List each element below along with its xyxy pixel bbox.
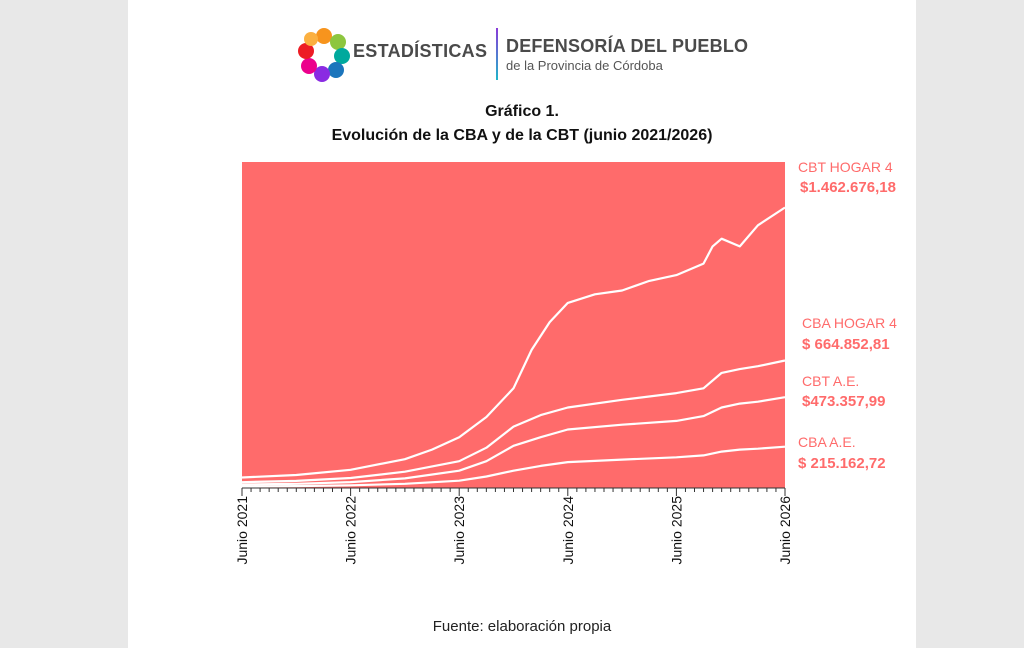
series-value-label: $1.462.676,18 <box>800 179 896 196</box>
series-value-label: $ 664.852,81 <box>802 336 890 353</box>
x-tick-label: Junio 2024 <box>560 496 576 565</box>
brand-divider <box>496 28 498 80</box>
series-name-label: CBA A.E. <box>798 434 856 450</box>
brand-organization-subtitle: de la Provincia de Córdoba <box>506 58 663 73</box>
x-tick-label: Junio 2026 <box>777 496 793 565</box>
series-name-label: CBT HOGAR 4 <box>798 159 893 175</box>
series-line-cba-a-e <box>241 445 786 488</box>
chart-title: Gráfico 1. <box>485 103 559 120</box>
series-value-label: $473.357,99 <box>802 393 885 410</box>
x-axis: Junio 2021 Junio 2022 Junio 2023 Junio 2024… <box>234 487 793 565</box>
line-chart: Junio 2021 Junio 2022 Junio 2023 Junio 2024… <box>234 159 897 565</box>
flower-logo-icon <box>298 28 350 82</box>
series-layer <box>241 206 786 488</box>
x-tick-label: Junio 2021 <box>234 496 250 565</box>
series-line-cbt-hogar-4 <box>241 206 786 479</box>
header-logo: ESTADÍSTICAS DEFENSORÍA DEL PUEBLO de la… <box>298 22 758 86</box>
x-tick-label: Junio 2025 <box>668 496 684 565</box>
chart-subtitle: Evolución de la CBA y de la CBT (junio 2… <box>331 127 713 144</box>
report-page: ESTADÍSTICAS DEFENSORÍA DEL PUEBLO de la… <box>128 0 916 648</box>
series-labels: CBT HOGAR 4 $1.462.676,18 CBA HOGAR 4 $ 664… <box>798 159 897 472</box>
source-note: Fuente: elaboración propia <box>432 618 612 635</box>
x-tick-label: Junio 2022 <box>343 496 359 565</box>
brand-statistics: ESTADÍSTICAS <box>353 41 488 61</box>
plot-area <box>242 162 785 488</box>
series-line-cbt-a-e <box>241 396 786 486</box>
x-tick-label: Junio 2023 <box>451 496 467 565</box>
series-name-label: CBT A.E. <box>802 373 859 389</box>
series-name-label: CBA HOGAR 4 <box>802 315 897 331</box>
series-value-label: $ 215.162,72 <box>798 455 886 472</box>
series-line-cba-hogar-4 <box>241 359 786 484</box>
brand-organization: DEFENSORÍA DEL PUEBLO <box>506 36 749 56</box>
